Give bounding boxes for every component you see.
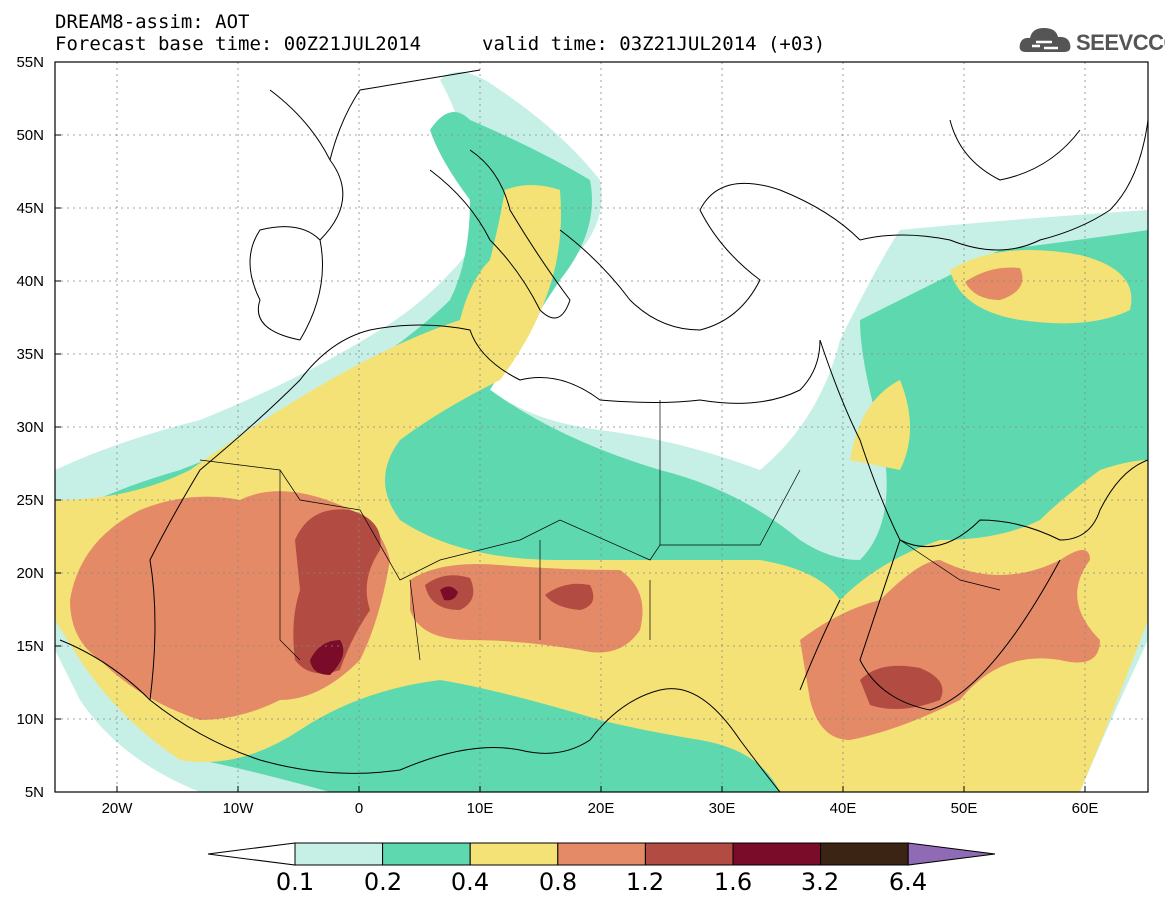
colorbar-label: 1.6	[713, 868, 753, 896]
colorbar-swatch	[294, 842, 384, 866]
colorbar-swatch	[732, 842, 822, 866]
lat-tick-label: 45N	[16, 200, 44, 217]
lon-tick-label: 10E	[467, 800, 494, 817]
lat-labels: 5N 10N 15N 20N 25N 30N 35N 40N 45N 50N 5…	[16, 54, 44, 801]
lat-tick-label: 10N	[16, 711, 44, 728]
logo-text: SEEVCCC	[1076, 30, 1165, 55]
lon-tick-label: 0	[355, 800, 363, 817]
colorbar-label: 3.2	[800, 868, 840, 896]
colorbar-swatch	[644, 842, 734, 866]
aot-band-1.2-yemen	[860, 665, 943, 709]
map-grid	[55, 62, 1148, 792]
country-borders	[199, 400, 1001, 661]
lon-tick-label: 30E	[709, 800, 736, 817]
colorbar-label: 0.4	[450, 868, 490, 896]
lon-labels: 20W 10W 0 10E 20E 30E 40E 50E 60E	[102, 800, 1099, 817]
lat-tick-label: 25N	[16, 492, 44, 509]
aot-band-0.8-caspian	[965, 267, 1023, 300]
lon-tick-label: 10W	[223, 800, 255, 817]
colorbar-label: 1.2	[625, 868, 665, 896]
aot-band-1.2	[293, 509, 381, 674]
colorbar-swatch	[820, 842, 909, 866]
lon-tick-label: 50E	[951, 800, 978, 817]
colorbar-under-arrow	[207, 842, 296, 866]
tick-marks	[55, 134, 1086, 792]
cloud-icon	[1019, 28, 1071, 52]
colorbar-label: 0.2	[363, 868, 403, 896]
lon-tick-label: 60E	[1072, 800, 1099, 817]
lat-tick-label: 20N	[16, 565, 44, 582]
lat-tick-label: 50N	[16, 127, 44, 144]
aot-band-1.6-niger	[440, 586, 458, 601]
colorbar-label: 6.4	[888, 868, 928, 896]
colorbar-swatch	[469, 842, 559, 866]
lat-tick-label: 40N	[16, 273, 44, 290]
colorbar-swatch	[382, 842, 471, 866]
colorbar-swatch	[557, 842, 646, 866]
aot-band-1.6	[310, 640, 344, 675]
lon-tick-label: 20W	[102, 800, 134, 817]
coastlines	[59, 69, 1148, 792]
lat-tick-label: 30N	[16, 419, 44, 436]
colorbar-over-arrow	[907, 842, 996, 866]
aot-band-0.4-caspian	[950, 250, 1132, 324]
colorbar-label: 0.1	[275, 868, 315, 896]
lat-tick-label: 55N	[16, 54, 44, 71]
lat-tick-label: 15N	[16, 638, 44, 655]
lat-tick-label: 5N	[25, 784, 44, 801]
map-title: DREAM8-assim: AOT	[55, 11, 250, 33]
valid-time: valid time: 03Z21JUL2014 (+03)	[482, 33, 826, 55]
base-time: Forecast base time: 00Z21JUL2014	[55, 33, 422, 55]
lon-tick-label: 20E	[588, 800, 615, 817]
aot-band-0.4-arabia	[850, 380, 910, 470]
aot-field	[55, 62, 1148, 792]
lat-tick-label: 35N	[16, 346, 44, 363]
seevccc-logo: SEEVCCC	[1018, 22, 1165, 58]
colorbar	[207, 842, 996, 866]
colorbar-label: 0.8	[538, 868, 578, 896]
aot-band-1.2-chad	[545, 583, 594, 610]
lon-tick-label: 40E	[830, 800, 857, 817]
